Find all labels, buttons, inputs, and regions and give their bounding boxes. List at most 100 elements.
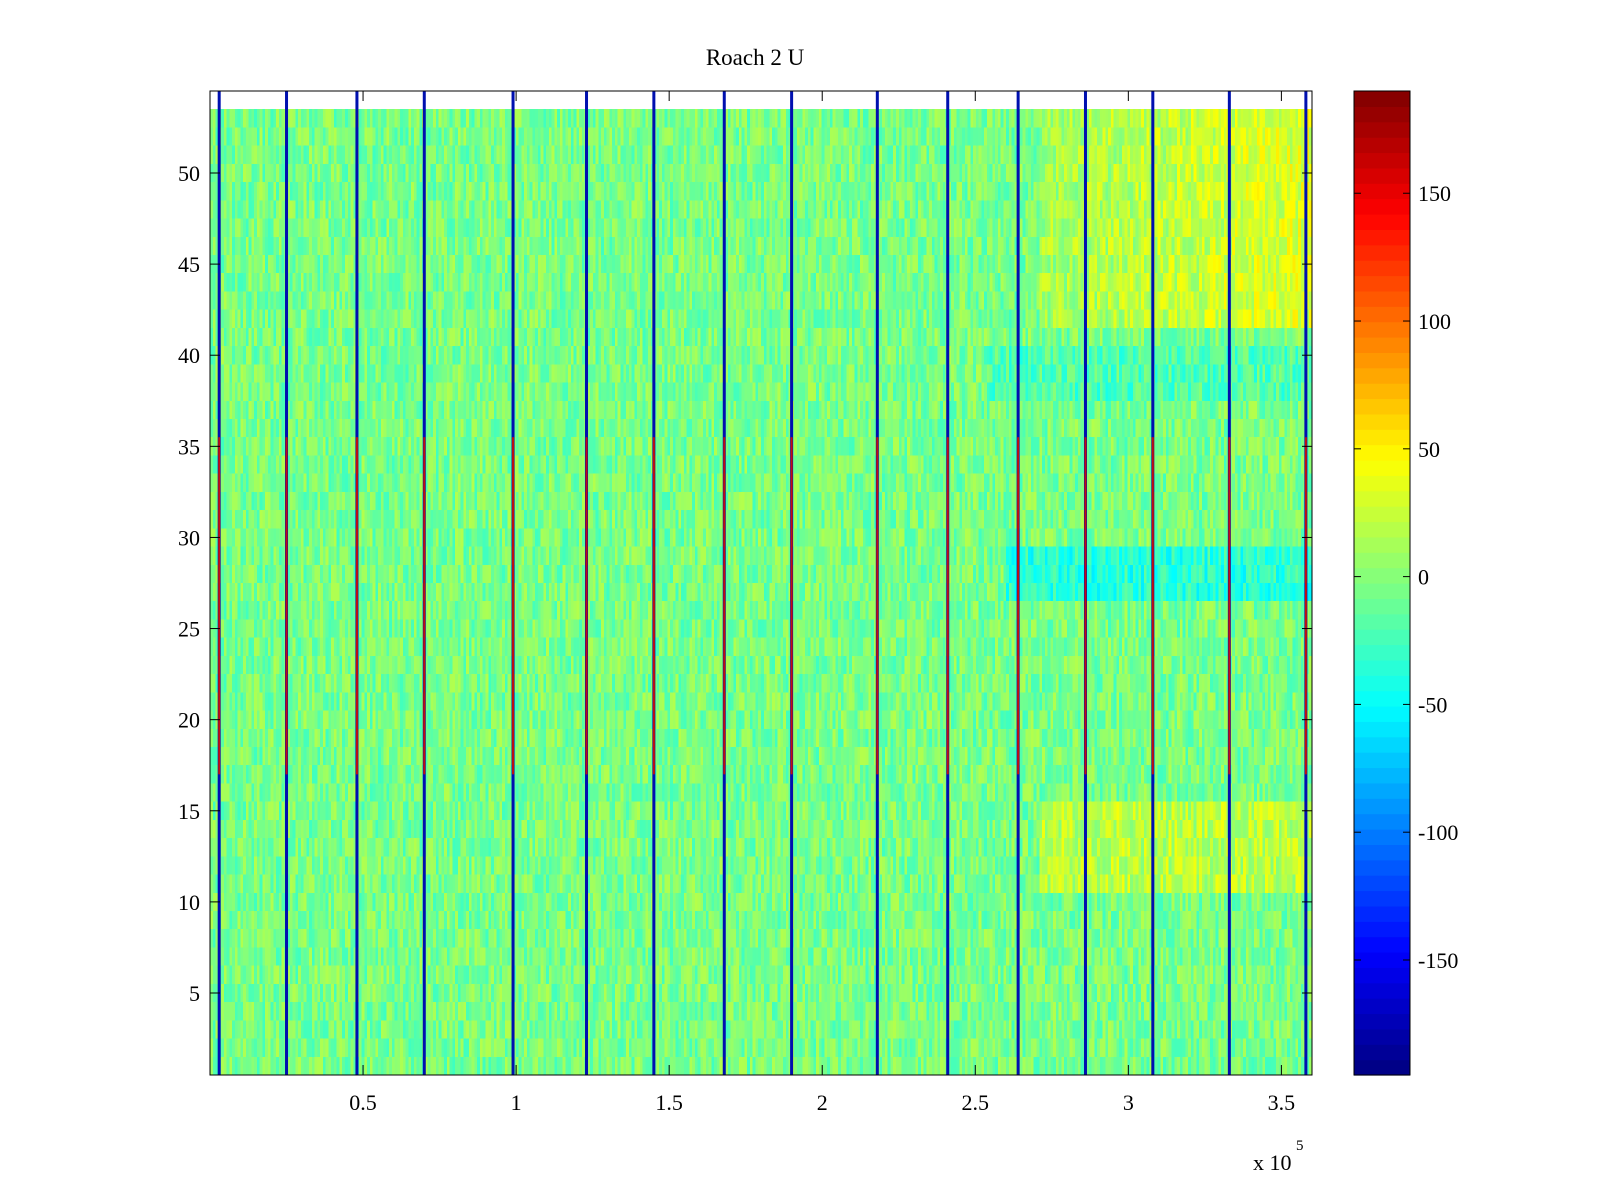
boundary-column-mid-13 bbox=[1151, 437, 1154, 775]
colorbar-segment bbox=[1354, 506, 1410, 523]
y-tick-label: 30 bbox=[178, 525, 200, 550]
colorbar-segment bbox=[1354, 982, 1410, 999]
colorbar-segment bbox=[1354, 490, 1410, 507]
colorbar-segment bbox=[1354, 859, 1410, 876]
colorbar-tick-label: 50 bbox=[1418, 437, 1440, 462]
colorbar bbox=[1354, 91, 1410, 1076]
colorbar-segment bbox=[1354, 721, 1410, 738]
y-tick-label: 40 bbox=[178, 343, 200, 368]
boundary-column-mid-14 bbox=[1228, 437, 1231, 775]
colorbar-axis: 150 100 50 0 -50 -100 -150 bbox=[1354, 181, 1458, 973]
colorbar-segment bbox=[1354, 644, 1410, 661]
colorbar-segment bbox=[1354, 613, 1410, 630]
boundary-column-mid-5 bbox=[585, 437, 588, 775]
colorbar-segment bbox=[1354, 936, 1410, 953]
colorbar-segment bbox=[1354, 675, 1410, 692]
boundary-column-mid-10 bbox=[946, 437, 949, 775]
colorbar-segment bbox=[1354, 921, 1410, 938]
boundary-column-mid-7 bbox=[723, 437, 726, 775]
colorbar-segment bbox=[1354, 567, 1410, 584]
colorbar-segment bbox=[1354, 690, 1410, 707]
y-tick-label: 15 bbox=[178, 799, 200, 824]
colorbar-segment bbox=[1354, 552, 1410, 569]
colorbar-segment bbox=[1354, 229, 1410, 246]
colorbar-segment bbox=[1354, 813, 1410, 830]
x-tick-label: 3 bbox=[1123, 1090, 1134, 1115]
colorbar-segment bbox=[1354, 1059, 1410, 1076]
colorbar-segment bbox=[1354, 337, 1410, 353]
colorbar-segment bbox=[1354, 198, 1410, 215]
colorbar-tick-label: 150 bbox=[1418, 181, 1451, 206]
colorbar-segment bbox=[1354, 629, 1410, 646]
colorbar-segment bbox=[1354, 367, 1410, 384]
colorbar-segment bbox=[1354, 183, 1410, 200]
colorbar-segment bbox=[1354, 706, 1410, 722]
colorbar-segment bbox=[1354, 905, 1410, 922]
colorbar-segment bbox=[1354, 91, 1410, 107]
colorbar-segment bbox=[1354, 875, 1410, 892]
boundary-column-mid-4 bbox=[512, 437, 515, 775]
y-tick-label: 35 bbox=[178, 434, 200, 459]
colorbar-segment bbox=[1354, 598, 1410, 615]
boundary-column-mid-2 bbox=[355, 437, 358, 775]
colorbar-tick-label: -150 bbox=[1418, 948, 1458, 973]
y-tick-label: 50 bbox=[178, 161, 200, 186]
colorbar-segment bbox=[1354, 1044, 1410, 1061]
colorbar-segment bbox=[1354, 967, 1410, 984]
boundary-column-mid-3 bbox=[423, 437, 426, 775]
boundary-column-mid-8 bbox=[790, 437, 793, 775]
colorbar-segment bbox=[1354, 152, 1410, 169]
x-tick-label: 0.5 bbox=[349, 1090, 377, 1115]
colorbar-segment bbox=[1354, 475, 1410, 492]
x-tick-label: 1 bbox=[511, 1090, 522, 1115]
colorbar-segment bbox=[1354, 583, 1410, 599]
x-exponent-power: 5 bbox=[1296, 1138, 1304, 1154]
heatmap bbox=[210, 91, 1312, 1075]
y-tick-label: 10 bbox=[178, 890, 200, 915]
colorbar-segment bbox=[1354, 752, 1410, 769]
x-tick-label: 1.5 bbox=[655, 1090, 683, 1115]
y-axis: 5 10 15 20 25 30 35 40 45 50 bbox=[178, 161, 1312, 1006]
colorbar-segment bbox=[1354, 214, 1410, 230]
x-exponent-label: x 10 bbox=[1253, 1150, 1292, 1175]
colorbar-segment bbox=[1354, 536, 1410, 553]
colorbar-segment bbox=[1354, 736, 1410, 753]
colorbar-segment bbox=[1354, 844, 1410, 861]
x-tick-label: 3.5 bbox=[1268, 1090, 1296, 1115]
colorbar-segment bbox=[1354, 782, 1410, 799]
colorbar-segment bbox=[1354, 798, 1410, 815]
y-tick-label: 45 bbox=[178, 252, 200, 277]
x-axis: 0.5 1 1.5 2 2.5 3 3.5 bbox=[349, 91, 1295, 1115]
colorbar-segment bbox=[1354, 444, 1410, 461]
y-tick-label: 20 bbox=[178, 708, 200, 733]
colorbar-segment bbox=[1354, 106, 1410, 123]
boundary-column-mid-12 bbox=[1084, 437, 1087, 775]
colorbar-tick-label: -100 bbox=[1418, 820, 1458, 845]
chart-title: Roach 2 U bbox=[706, 45, 805, 70]
boundary-column-mid-15 bbox=[1304, 437, 1307, 775]
x-tick-label: 2 bbox=[817, 1090, 828, 1115]
colorbar-segment bbox=[1354, 952, 1410, 968]
colorbar-segment bbox=[1354, 890, 1410, 907]
boundary-column-mid-9 bbox=[876, 437, 879, 775]
colorbar-segment bbox=[1354, 306, 1410, 323]
colorbar-tick-label: 0 bbox=[1418, 565, 1429, 590]
x-tick-label: 2.5 bbox=[962, 1090, 990, 1115]
colorbar-segment bbox=[1354, 460, 1410, 476]
colorbar-segment bbox=[1354, 398, 1410, 415]
colorbar-tick-label: -50 bbox=[1418, 692, 1447, 717]
colorbar-segment bbox=[1354, 998, 1410, 1015]
colorbar-segment bbox=[1354, 352, 1410, 369]
colorbar-segment bbox=[1354, 244, 1410, 261]
colorbar-segment bbox=[1354, 829, 1410, 845]
y-tick-label: 25 bbox=[178, 617, 200, 642]
colorbar-segment bbox=[1354, 275, 1410, 292]
colorbar-segment bbox=[1354, 1028, 1410, 1045]
boundary-column-mid-6 bbox=[652, 437, 655, 775]
colorbar-frame bbox=[1353, 90, 1411, 1076]
colorbar-segment bbox=[1354, 121, 1410, 138]
boundary-column-mid-1 bbox=[285, 437, 288, 775]
colorbar-segment bbox=[1354, 1013, 1410, 1030]
colorbar-segment bbox=[1354, 167, 1410, 184]
